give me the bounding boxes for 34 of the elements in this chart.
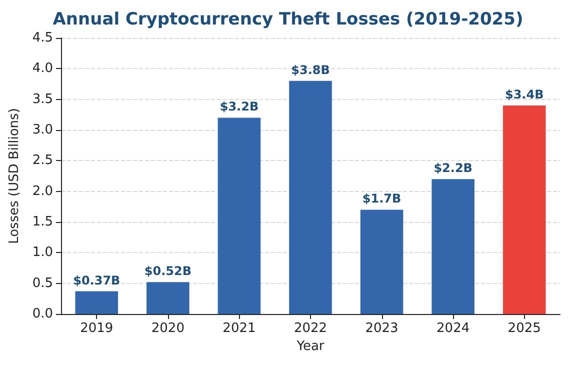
y-tick-label: 3.0 — [32, 122, 53, 138]
bar — [146, 282, 190, 314]
y-tick-label: 4.0 — [32, 61, 53, 76]
bar — [432, 179, 474, 314]
y-tick-label: 2.5 — [32, 153, 53, 168]
x-tick-label: 2022 — [294, 321, 328, 336]
y-tick-label: 2.0 — [32, 184, 53, 199]
y-tick-label: 1.0 — [32, 245, 53, 260]
x-tick-label: 2024 — [436, 321, 470, 336]
y-tick-label: 0.0 — [32, 306, 53, 322]
data-label: $0.52B — [144, 264, 192, 278]
data-label: $3.4B — [504, 87, 544, 102]
y-axis-title: Losses (USD Billions) — [7, 108, 22, 244]
data-label: $1.7B — [362, 192, 402, 206]
data-label: $0.37B — [73, 273, 120, 288]
data-label: $3.2B — [220, 100, 259, 114]
x-tick-label: 2025 — [508, 321, 541, 336]
data-label: $2.2B — [434, 161, 472, 176]
bar — [289, 80, 332, 314]
x-tick-label: 2021 — [222, 321, 256, 336]
bar — [218, 118, 261, 314]
chart-title: Annual Cryptocurrency Theft Losses (2019-2025) — [52, 10, 524, 30]
data-label: $3.8B — [291, 62, 330, 77]
bar — [75, 291, 118, 314]
bar — [360, 210, 404, 314]
y-tick-label: 3.5 — [32, 92, 53, 107]
x-axis-title: Year — [296, 338, 325, 354]
bar — [502, 105, 546, 314]
y-tick-label: 0.5 — [32, 276, 53, 291]
y-tick-label: 4.5 — [32, 30, 53, 46]
x-tick-label: 2019 — [80, 321, 114, 336]
x-tick-label: 2020 — [151, 321, 184, 336]
y-tick-label: 1.5 — [32, 214, 53, 230]
x-tick-label: 2023 — [365, 321, 398, 336]
